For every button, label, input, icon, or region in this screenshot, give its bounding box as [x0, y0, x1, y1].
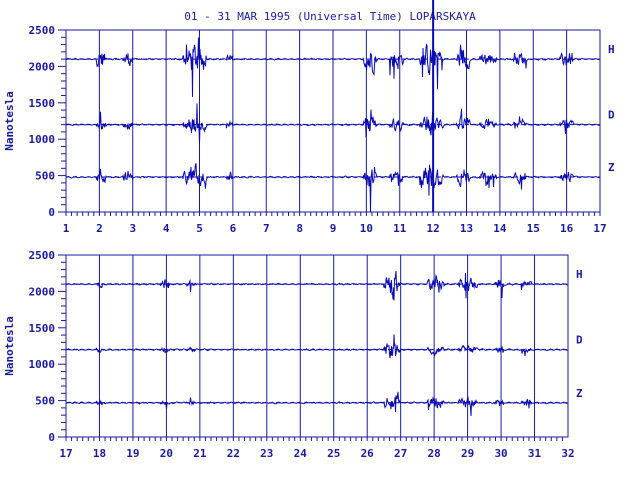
x-tick-label: 1 [63, 222, 70, 235]
x-tick-label: 4 [163, 222, 170, 235]
y-tick-label: 0 [48, 206, 55, 219]
x-tick-label: 22 [227, 447, 240, 460]
y-tick-label: 1500 [29, 97, 56, 110]
series-label-H: H [608, 43, 615, 56]
x-tick-label: 24 [294, 447, 308, 460]
x-tick-label: 29 [461, 447, 474, 460]
series-trace-H [65, 270, 568, 301]
plot-frame [65, 254, 569, 438]
y-tick-label: 1000 [29, 133, 56, 146]
x-tick-label: 17 [593, 222, 606, 235]
y-tick-label: 2500 [29, 249, 56, 262]
x-tick-label: 7 [263, 222, 270, 235]
y-tick-label: 1500 [29, 322, 56, 335]
y-tick-label: 2000 [29, 285, 56, 298]
series-label-D: D [576, 334, 583, 347]
x-tick-label: 17 [59, 447, 72, 460]
x-tick-label: 3 [129, 222, 136, 235]
series-label-Z: Z [608, 161, 615, 174]
x-tick-label: 23 [260, 447, 273, 460]
x-tick-label: 12 [427, 222, 440, 235]
x-tick-label: 27 [394, 447, 407, 460]
series-trace-H [66, 37, 601, 98]
y-tick-label: 2000 [29, 60, 56, 73]
x-tick-label: 16 [560, 222, 574, 235]
x-tick-label: 18 [93, 447, 106, 460]
y-tick-label: 500 [35, 170, 55, 183]
x-tick-label: 31 [528, 447, 542, 460]
y-tick-label: 0 [48, 431, 55, 444]
series-label-Z: Z [576, 387, 583, 400]
series-label-H: H [576, 268, 583, 281]
series-trace-Z [65, 163, 600, 213]
x-tick-label: 8 [296, 222, 303, 235]
x-tick-label: 32 [561, 447, 574, 460]
x-tick-label: 6 [230, 222, 237, 235]
x-tick-label: 14 [493, 222, 507, 235]
series-label-D: D [608, 109, 615, 122]
series-trace-D [65, 334, 569, 359]
y-axis-label: Nanotesla [3, 91, 16, 151]
y-axis-label: Nanotesla [3, 316, 16, 376]
panel-days-1-17: 1 2 3 4 5 6 7 8 9 10 11 12 13 14 15 16 17050010001500200… [3, 0, 615, 235]
x-tick-label: 11 [393, 222, 407, 235]
x-tick-label: 13 [460, 222, 473, 235]
x-tick-label: 15 [527, 222, 540, 235]
series-trace-Z [65, 391, 569, 417]
x-tick-label: 26 [361, 447, 375, 460]
y-tick-label: 2500 [29, 24, 56, 37]
x-tick-label: 19 [126, 447, 139, 460]
x-tick-label: 20 [160, 447, 173, 460]
x-tick-label: 28 [428, 447, 441, 460]
x-tick-label: 2 [96, 222, 103, 235]
x-tick-label: 10 [360, 222, 373, 235]
x-tick-label: 5 [196, 222, 203, 235]
chart-title: 01 - 31 MAR 1995 (Universal Time) LOPARS… [184, 10, 476, 23]
y-tick-label: 500 [35, 395, 55, 408]
x-tick-label: 30 [494, 447, 507, 460]
series-trace-D [65, 103, 601, 144]
panel-days-17-32: 17 18 19 20 21 22 23 24 25 26 27 28 29 30 31 32 0 500 1000… [3, 249, 583, 460]
x-tick-label: 9 [330, 222, 337, 235]
x-tick-label: 21 [193, 447, 207, 460]
y-tick-label: 1000 [29, 358, 56, 371]
x-tick-label: 25 [327, 447, 340, 460]
